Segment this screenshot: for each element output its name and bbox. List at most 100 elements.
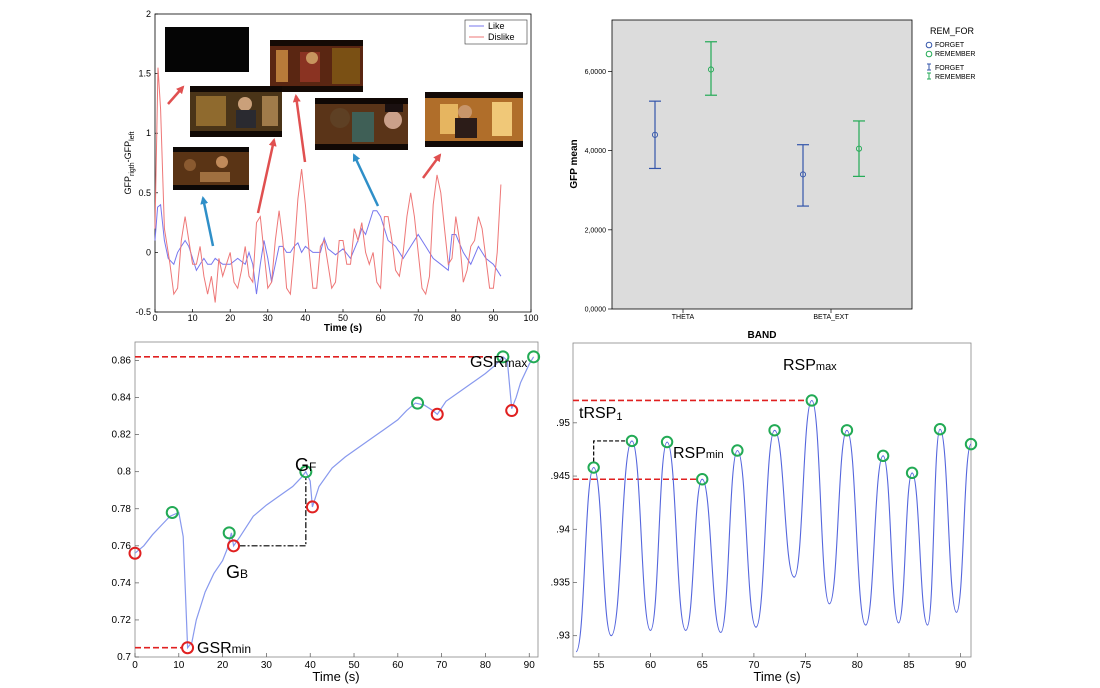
x-tick-label: 0 — [152, 313, 157, 323]
x-tick-label: 75 — [800, 660, 812, 671]
y-tick-label: 0.8 — [117, 467, 131, 478]
x-tick-label: 40 — [305, 660, 317, 671]
arrow-red — [421, 153, 442, 179]
legend-marker-remember-bar — [927, 72, 931, 80]
guide-lines — [573, 399, 806, 481]
y-tick-label: 1 — [146, 128, 151, 138]
gb-gf-guide — [239, 477, 307, 547]
mean-point — [799, 171, 807, 178]
axis-ticks: 55 60 65 70 75 80 85 90 .93 .935 .94 .945 .95 — [551, 418, 967, 671]
legend-marker-forget-circle — [925, 41, 933, 49]
plot-frame — [572, 342, 972, 658]
y-tick-label: 0.74 — [112, 578, 132, 589]
green-circle-marker — [731, 444, 744, 457]
x-tick-label: 65 — [697, 660, 709, 671]
legend-label: FORGET — [935, 65, 965, 72]
annotation-gsr-max: GSRmax — [470, 354, 527, 371]
legend-box — [464, 19, 528, 45]
annotation-trsp: tRSP1 — [579, 405, 622, 423]
x-tick-label: 70 — [748, 660, 760, 671]
annotation-gb: GB — [226, 562, 248, 582]
movie-frame-black — [165, 27, 249, 72]
x-tick-label: 90 — [488, 313, 498, 323]
y-tick-label: .95 — [556, 418, 570, 429]
y-tick-label: 1.5 — [138, 69, 151, 79]
trsp-guide — [593, 440, 626, 462]
green-circle-marker — [496, 350, 510, 364]
x-tick-label: 30 — [261, 660, 273, 671]
annotation-gsr-min: GSRmin — [197, 640, 251, 657]
legend-marker-forget-bar — [927, 63, 931, 71]
y-tick-label: 2,0000 — [585, 227, 607, 234]
series-line-gsr — [134, 355, 535, 650]
panel-gsr: 0 10 20 30 40 50 60 70 80 90 0.7 0.72 0.74 0.76 0.78 0.… — [112, 341, 541, 684]
arrow-red — [256, 138, 277, 214]
legend-label: REMEMBER — [935, 51, 975, 58]
green-circle-marker — [933, 423, 947, 436]
x-tick-label: 0 — [132, 660, 138, 671]
movie-frame-dinner-scene — [173, 147, 249, 190]
y-tick-label: 0.7 — [117, 652, 131, 663]
series-lines — [154, 67, 502, 303]
green-circle-marker — [411, 396, 425, 410]
x-tick-label: 60 — [645, 660, 657, 671]
y-tick-label: .94 — [556, 524, 570, 535]
event-markers — [128, 350, 541, 655]
x-tick-label: 80 — [480, 660, 492, 671]
arrow-red — [167, 85, 185, 105]
panel-rsp: 55 60 65 70 75 80 85 90 .93 .935 .94 .945 .95 Time (… — [551, 342, 978, 684]
y-tick-label: 0.82 — [112, 430, 132, 441]
green-circle-marker — [840, 424, 854, 437]
x-tick-label: 30 — [263, 313, 273, 323]
green-circle-marker — [299, 465, 313, 479]
x-tick-label: 40 — [300, 313, 310, 323]
error-bar-marks — [649, 41, 865, 207]
x-tick-label: 70 — [413, 313, 423, 323]
axis-ticks: 0 10 20 30 40 50 60 70 80 90 0.7 0.72 0.74 0.76 0.78 0.… — [112, 356, 536, 671]
y-label-sub1: rigth — [129, 162, 136, 176]
arrow-blue — [200, 196, 215, 247]
y-tick-label: 6,0000 — [585, 69, 607, 76]
y-tick-label: 0.5 — [138, 188, 151, 198]
y-tick-label: 0.72 — [112, 615, 132, 626]
movie-frame-bar-scene — [270, 40, 363, 92]
legend-label: FORGET — [935, 42, 965, 49]
x-tick-label: 60 — [392, 660, 404, 671]
movie-frame-kitchen-scene — [190, 86, 282, 137]
legend: REM_FOR FORGET REMEMBER FORGET REMEMBER — [925, 26, 975, 81]
series-line-rsp — [575, 399, 972, 653]
annotation-rsp-min: RSPmin — [673, 445, 724, 462]
annotation-gf: GF — [295, 455, 316, 475]
x-tick-label: 55 — [593, 660, 605, 671]
red-circle-marker — [305, 500, 319, 514]
green-circle-marker — [222, 526, 236, 540]
x-tick-label: 20 — [225, 313, 235, 323]
guide-lines — [135, 356, 497, 649]
legend: Like Dislike — [464, 19, 528, 45]
y-tick-label: .945 — [551, 471, 571, 482]
green-circle-marker — [696, 473, 709, 486]
green-circle-marker — [625, 434, 639, 448]
green-circle-marker — [768, 424, 781, 437]
green-circle-marker — [660, 435, 674, 449]
legend-label: REMEMBER — [935, 74, 975, 81]
y-tick-label: 0.86 — [112, 356, 132, 367]
y-tick-label: 0.76 — [112, 541, 132, 552]
x-tick-label: 50 — [338, 313, 348, 323]
x-tick-label: 10 — [188, 313, 198, 323]
y-axis-label: GFPrigth-GFPleft — [123, 131, 136, 194]
y-label-mid: -GFP — [123, 141, 133, 163]
red-circle-marker — [430, 407, 444, 421]
x-tick-label: 100 — [523, 313, 538, 323]
green-circle-marker — [527, 350, 541, 364]
x-tick-label: 80 — [451, 313, 461, 323]
y-tick-label: .93 — [556, 631, 570, 642]
y-tick-label: -0.5 — [135, 307, 151, 317]
y-tick-label: .935 — [551, 577, 571, 588]
green-circle-marker — [805, 394, 818, 407]
series-lines — [134, 355, 535, 650]
svg-text:GFPrigth-GFPleft: GFPrigth-GFPleft — [123, 131, 136, 194]
x-axis-label: Time (s) — [324, 323, 362, 334]
legend-title: REM_FOR — [930, 26, 975, 36]
movie-frame-images — [165, 27, 523, 190]
